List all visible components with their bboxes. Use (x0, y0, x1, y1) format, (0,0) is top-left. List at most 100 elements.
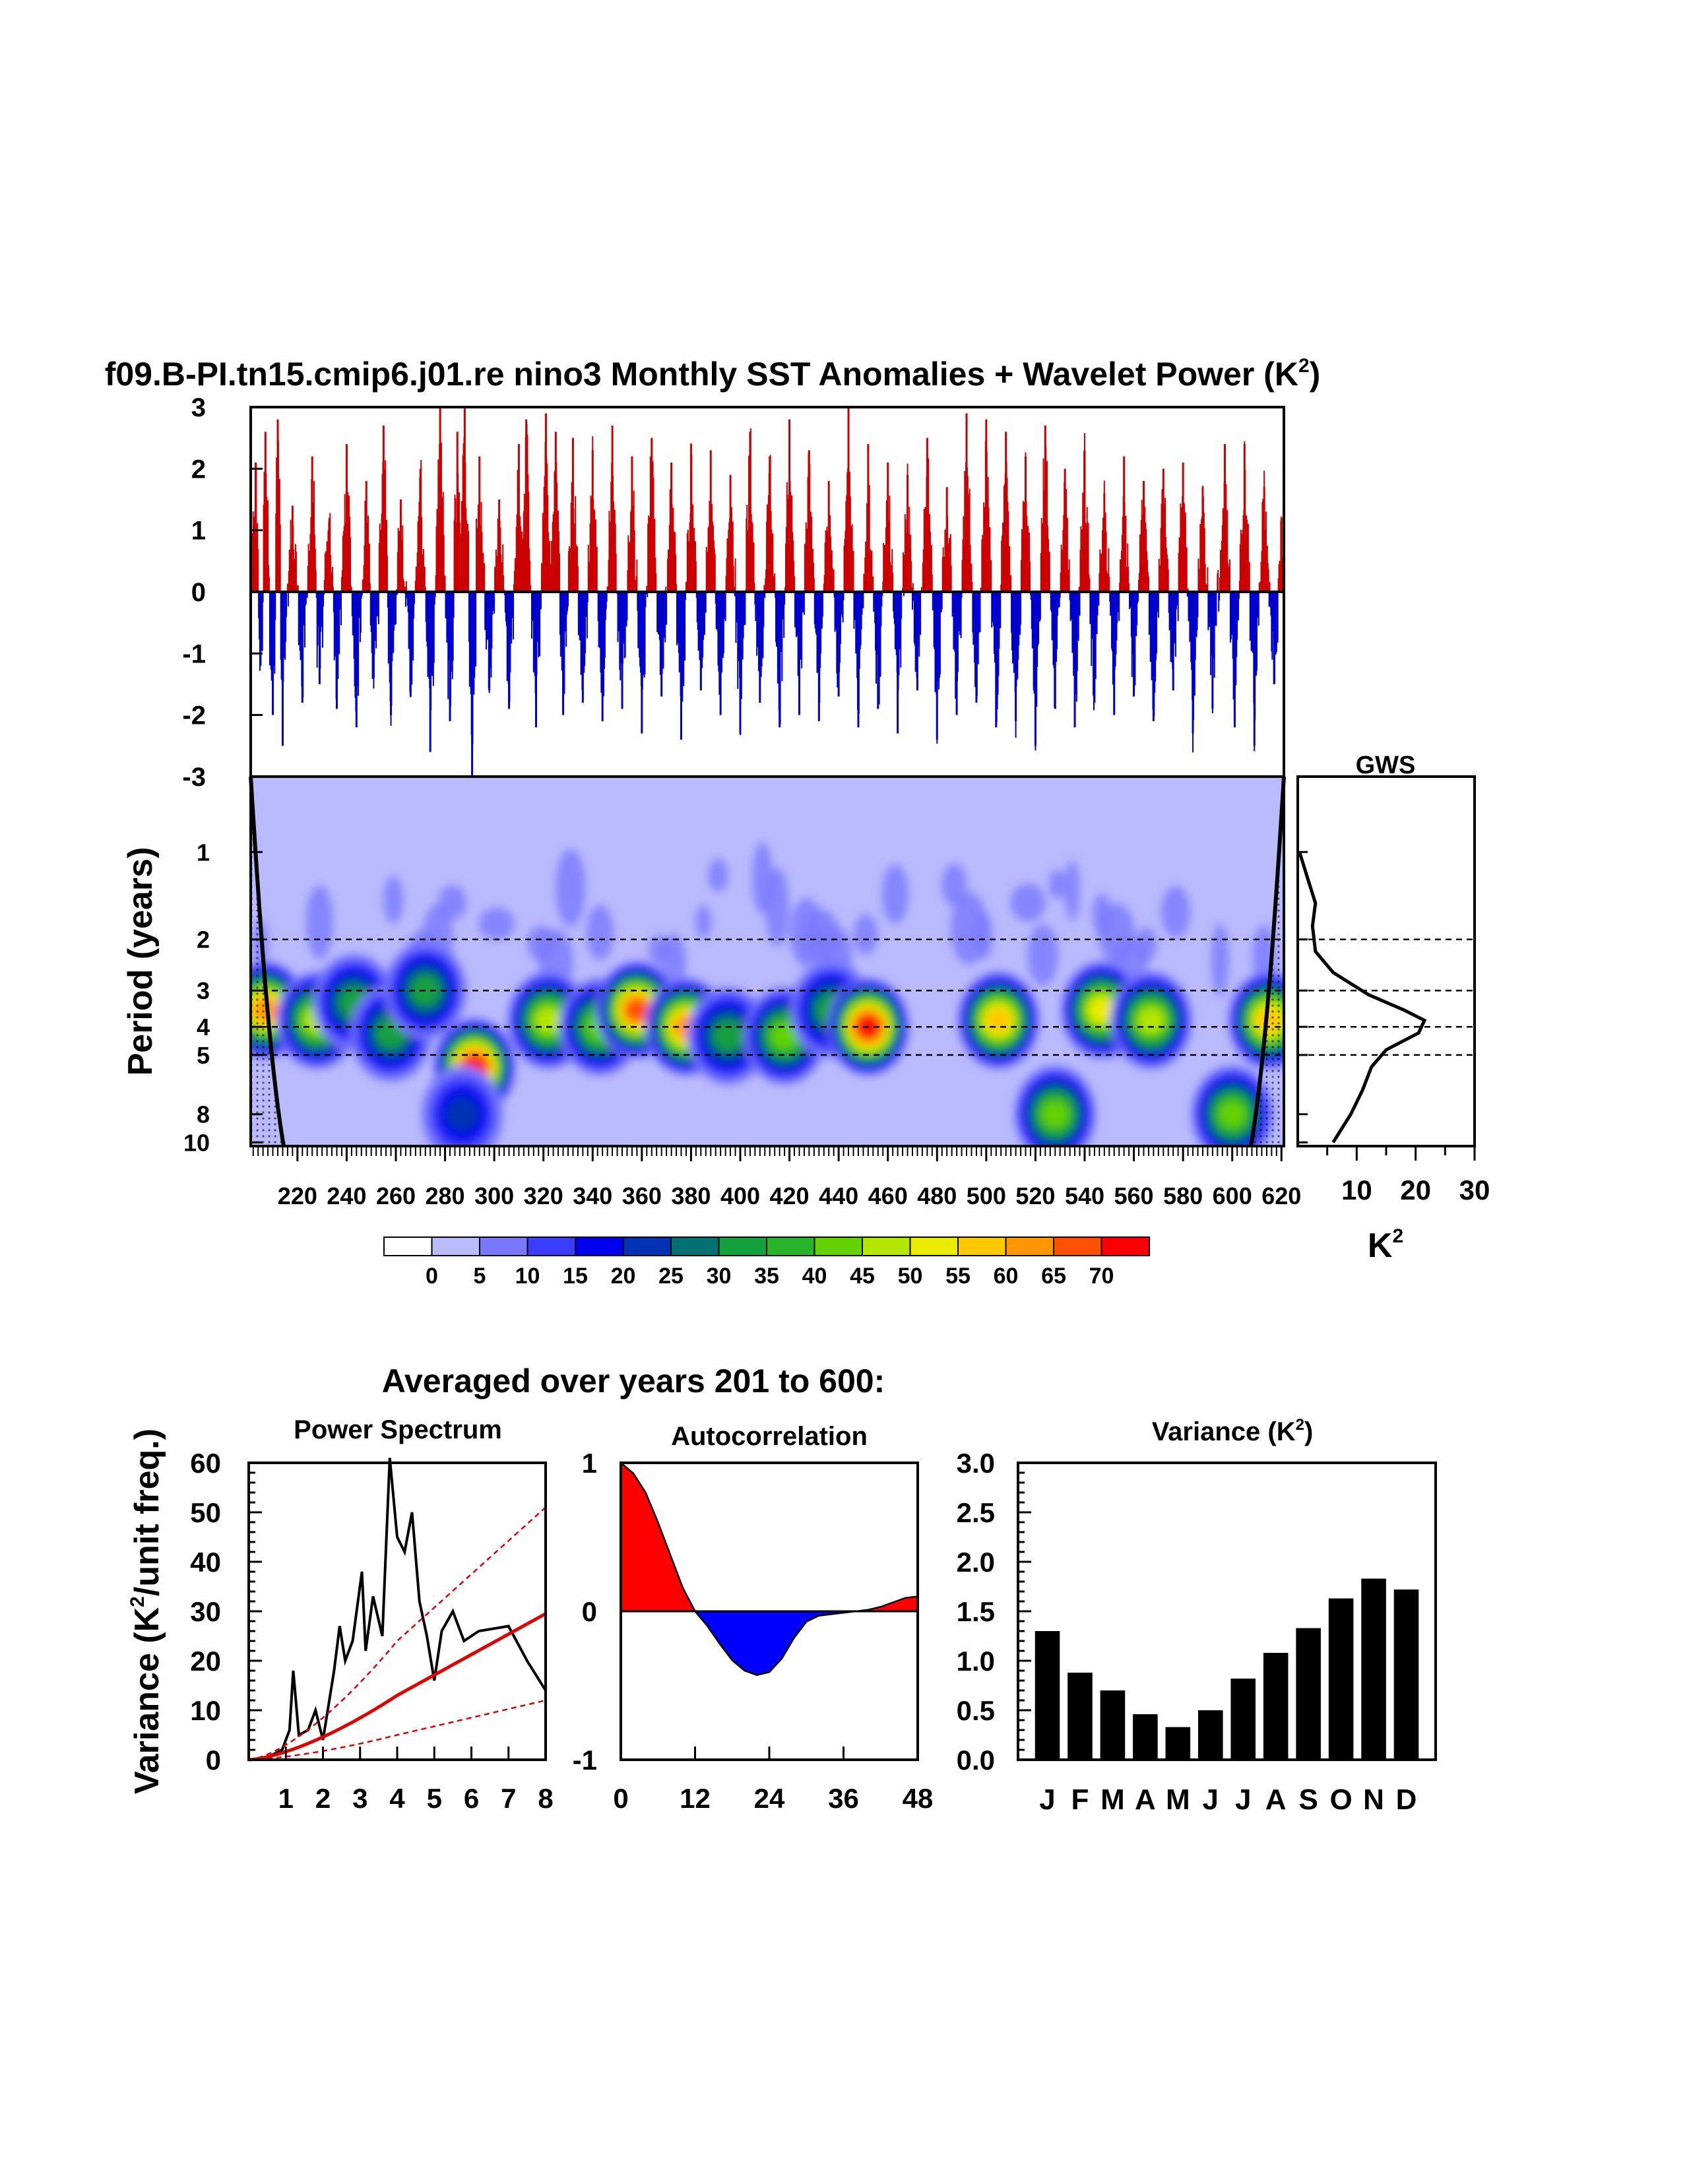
sst-ytick-label: -3 (182, 763, 206, 792)
period-ytick-label: 1 (197, 839, 210, 866)
period-axis-label: Period (years) (121, 847, 160, 1076)
year-tick-label: 540 (1065, 1182, 1104, 1209)
colorbar-swatch (813, 1237, 863, 1256)
wavelet-speckle (708, 858, 728, 892)
colorbar-swatch (479, 1237, 528, 1256)
autocorr-negative-area (621, 1611, 918, 1675)
colorbar-label: 25 (658, 1264, 684, 1289)
colorbar-label: 20 (611, 1264, 636, 1289)
colorbar-label: 5 (474, 1264, 486, 1289)
power-spectrum-ylabel: Variance (K2/unit freq.) (127, 1429, 166, 1794)
gws-panel: GWS 10 20 30 K2 (1296, 752, 1490, 1265)
wavelet-speckle (586, 905, 614, 961)
ac-xtick-label: 24 (754, 1783, 785, 1814)
year-tick-label: 580 (1163, 1182, 1203, 1209)
month-label: F (1071, 1783, 1089, 1816)
colorbar-label: 40 (802, 1264, 827, 1289)
power-spectrum-line (248, 1458, 547, 1761)
gws-xlabel: K2 (1368, 1225, 1403, 1265)
wavelet-speckle (1135, 927, 1157, 962)
year-tick-label: 320 (524, 1182, 563, 1209)
year-tick-label: 500 (967, 1182, 1006, 1209)
wavelet-power-blobs (251, 841, 1284, 1145)
sst-anomaly-bars (250, 407, 1285, 777)
sst-ytick-label: 1 (191, 517, 206, 546)
year-tick-label: 380 (671, 1182, 711, 1209)
colorbar-swatch (718, 1237, 767, 1256)
colorbar-label: 70 (1089, 1264, 1114, 1289)
ac-xtick-label: 12 (680, 1783, 711, 1814)
variance-bar (1230, 1679, 1256, 1760)
wavelet-speckle (479, 907, 515, 940)
period-ytick-label: 5 (197, 1042, 210, 1069)
cone-influence-right (1251, 779, 1284, 1145)
year-tick-label: 280 (426, 1182, 465, 1209)
variance-bar (1068, 1673, 1093, 1760)
variance-bar (1263, 1653, 1289, 1760)
ps-ytick-label: 0 (206, 1745, 221, 1776)
significance-line (248, 1506, 546, 1761)
wavelet-blob (1042, 1101, 1069, 1128)
colorbar-swatch (957, 1237, 1007, 1256)
autocorr-positive-area (621, 1463, 918, 1611)
colorbar-label: 65 (1041, 1264, 1066, 1289)
variance-ytick-label: 2.5 (957, 1497, 995, 1528)
sst-y-axis: 3 2 1 0 -1 -2 -3 (182, 393, 263, 792)
month-label: J (1039, 1783, 1055, 1816)
ps-ytick-label: 30 (190, 1596, 221, 1627)
colorbar-swatch (622, 1237, 672, 1256)
ps-xtick-label: 6 (464, 1783, 479, 1814)
ps-xtick-label: 2 (315, 1783, 331, 1814)
colorbar-label: 50 (898, 1264, 923, 1289)
colorbar-label: 35 (754, 1264, 779, 1289)
sst-ytick-label: -2 (182, 701, 206, 730)
month-label: J (1235, 1783, 1251, 1816)
variance-bar (1296, 1628, 1321, 1760)
wavelet-blob (535, 1008, 561, 1033)
variance-title: Variance (K2) (1152, 1416, 1314, 1446)
ps-xtick-label: 8 (538, 1783, 553, 1814)
wavelet-speckle (974, 912, 993, 960)
colorbar: 0 5 10 15 20 25 30 35 40 45 50 55 60 65 70 (383, 1237, 1150, 1289)
power-spectrum-frame (247, 1461, 547, 1761)
year-tick-label: 400 (720, 1182, 760, 1209)
cone-influence-left (251, 779, 284, 1145)
wavelet-speckle (1010, 883, 1046, 922)
year-tick-label: 260 (376, 1182, 416, 1209)
wavelet-blob (771, 1023, 798, 1049)
section-title: Averaged over years 201 to 600: (382, 1363, 885, 1399)
wavelet-speckle (438, 885, 466, 920)
power-spectrum-plot: 1 2 3 4 5 6 7 8 0 10 20 30 40 50 60 (190, 1448, 553, 1814)
ps-ytick-label: 60 (190, 1448, 221, 1479)
colorbar-swatch (1005, 1237, 1054, 1256)
month-label: A (1135, 1783, 1156, 1816)
colorbar-label: 15 (563, 1264, 588, 1289)
year-tick-label: 520 (1015, 1182, 1055, 1209)
main-title: f09.B-PI.tn15.cmip6.j01.re nino3 Monthly… (105, 355, 1321, 393)
gws-xtick-label: 20 (1400, 1174, 1431, 1205)
significance-line (248, 1612, 547, 1762)
period-ytick-label: 3 (197, 977, 210, 1004)
wavelet-blob (1138, 1008, 1164, 1033)
sst-ytick-label: 0 (191, 578, 206, 607)
wavelet-frame (249, 775, 1285, 1147)
wavelet-speckle (941, 864, 967, 906)
colorbar-swatch (862, 1237, 911, 1256)
wavelet-blob (1219, 1101, 1246, 1128)
ps-ytick-label: 10 (190, 1695, 221, 1726)
month-label: A (1265, 1783, 1287, 1816)
autocorrelation-title: Autocorrelation (671, 1422, 868, 1451)
ps-ytick-label: 20 (190, 1646, 221, 1677)
year-tick-label: 220 (278, 1182, 317, 1209)
colorbar-label: 55 (945, 1264, 971, 1289)
autocorrelation-plot: 0 12 24 36 48 1 0 -1 (573, 1448, 934, 1814)
variance-bar (1035, 1631, 1060, 1760)
ac-ytick-label: 0 (582, 1596, 597, 1627)
period-ytick-label: 8 (197, 1101, 210, 1128)
month-label: S (1298, 1783, 1318, 1816)
variance-ytick-label: 0.5 (957, 1695, 995, 1726)
colorbar-label: 30 (707, 1264, 732, 1289)
colorbar-swatch (575, 1237, 624, 1256)
month-label: O (1329, 1783, 1352, 1816)
